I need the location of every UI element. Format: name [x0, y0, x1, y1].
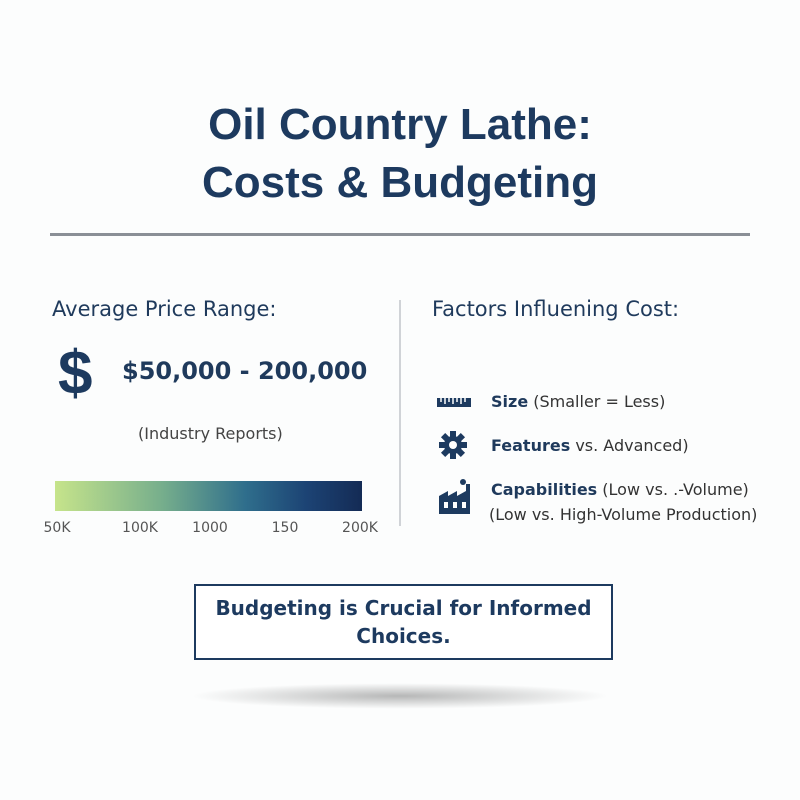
factory-icon [439, 479, 470, 514]
callout-box: Budgeting is Crucial for Informed Choice… [194, 584, 613, 660]
scale-label: 50K [43, 520, 71, 536]
ruler-icon [437, 398, 471, 407]
source: (Industry Reports) [138, 424, 283, 443]
factor: Size (Smaller = Less) [491, 392, 665, 411]
title-line: Costs & Budgeting [202, 158, 598, 207]
factor-detail: (Smaller = Less) [533, 392, 666, 411]
factor-label: Size [491, 392, 529, 411]
section-heading: Factors Influening Cost: [432, 297, 680, 321]
factor-detail: (Low vs. .-Volume) [602, 480, 749, 499]
scale-label: 150 [271, 520, 299, 536]
scale-label: 100K [122, 520, 158, 536]
price-range: $50,000 - 200,000 [122, 357, 368, 385]
factor-note: (Low vs. High-Volume Production) [489, 505, 758, 524]
scale-label: 1000 [192, 520, 228, 536]
dollar-icon: $ [58, 339, 93, 408]
factor: Capabilities (Low vs. .-Volume) [491, 480, 749, 499]
factor-label: Capabilities [491, 480, 598, 499]
price-gradient [55, 481, 362, 511]
factor-label: Features [491, 436, 571, 455]
factor: Features vs. Advanced) [491, 436, 689, 455]
gear-icon [439, 431, 467, 459]
shadow [190, 683, 610, 709]
scale-label: 200K [342, 520, 378, 536]
callout-text: Budgeting is Crucial for Informed Choice… [215, 596, 592, 648]
title-line: Oil Country Lathe: [208, 100, 592, 149]
section-heading: Average Price Range: [52, 297, 277, 321]
divider [50, 233, 750, 236]
divider [399, 300, 401, 526]
factor-detail: vs. Advanced) [575, 436, 689, 455]
